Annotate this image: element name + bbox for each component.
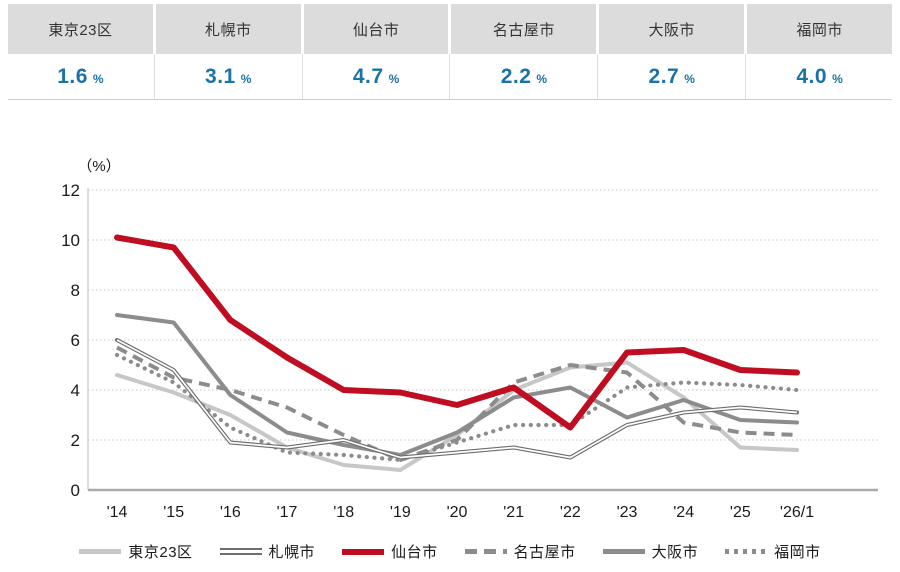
summary-city-label: 名古屋市 [451, 4, 597, 54]
summary-city-label: 東京23区 [8, 4, 153, 54]
legend-label: 福岡市 [774, 544, 821, 561]
legend-item: 仙台市 [342, 541, 438, 562]
x-tick-label: '20 [447, 504, 468, 521]
series-line-inner-札幌市 [116, 339, 798, 459]
series-line-大阪市 [115, 313, 799, 457]
summary-city-value: 1.6% [8, 54, 153, 99]
y-tick-label: 8 [71, 281, 80, 300]
summary-city-value: 2.7% [597, 54, 745, 99]
legend-swatch-solid-bold [342, 548, 385, 555]
legend-item: 名古屋市 [464, 541, 576, 562]
summary-city-value: 4.7% [301, 54, 449, 99]
series-line-名古屋市 [116, 345, 798, 462]
summary-city-label: 仙台市 [303, 4, 449, 54]
series-line-仙台市 [114, 234, 800, 431]
chart-legend: 東京23区 札幌市 仙台市 名古屋市 大阪市 福岡市 [0, 541, 900, 562]
y-tick-label: 12 [61, 181, 80, 200]
y-tick-label: 6 [71, 331, 80, 350]
trend-line-chart: 0 2 4 6 8 10 12 （%） '14 '15 '16 '17 '18 '19 '20 '21 '22 '… [61, 158, 878, 521]
legend-swatch-solid-light [79, 549, 122, 554]
series-line-東京23区 [115, 360, 799, 472]
summary-city-value: 4.0% [745, 54, 892, 99]
x-tick-label: '17 [277, 504, 298, 521]
x-tick-label: '14 [107, 504, 128, 521]
x-tick-label: '21 [503, 504, 524, 521]
summary-city-label: 大阪市 [599, 4, 745, 54]
series-line-福岡市 [114, 352, 800, 463]
legend-item: 福岡市 [725, 541, 821, 562]
summary-city-label: 福岡市 [747, 4, 892, 54]
legend-swatch-double [219, 548, 262, 555]
legend-swatch-dashed [464, 549, 507, 554]
x-tick-label: '22 [560, 504, 581, 521]
y-tick-label: 4 [71, 381, 80, 400]
legend-label: 東京23区 [128, 544, 193, 561]
summary-city-value: 2.2% [449, 54, 597, 99]
legend-item: 東京23区 [79, 541, 192, 562]
summary-city-label: 札幌市 [155, 4, 301, 54]
x-tick-label: '24 [673, 504, 694, 521]
x-tick-label: '16 [220, 504, 241, 521]
legend-item: 大阪市 [602, 541, 699, 562]
y-axis-unit-label: （%） [77, 158, 120, 175]
x-tick-label: '23 [617, 504, 638, 521]
x-tick-label: '19 [390, 504, 411, 521]
x-tick-label: '15 [163, 504, 184, 521]
legend-item: 札幌市 [219, 541, 316, 562]
y-tick-label: 2 [71, 431, 80, 450]
legend-label: 仙台市 [391, 544, 438, 561]
y-tick-label: 0 [71, 481, 80, 500]
legend-swatch-solid [602, 549, 645, 554]
x-tick-label: '26/1 [780, 504, 814, 521]
x-tick-label: '18 [333, 504, 354, 521]
x-tick-label: '25 [730, 504, 751, 521]
y-tick-label: 10 [61, 231, 80, 250]
summary-table: 東京23区 札幌市 仙台市 名古屋市 大阪市 福岡市 1.6% 3.1% 4.7% 2.2% 2.7… [8, 4, 892, 100]
summary-city-value: 3.1% [153, 54, 301, 99]
legend-swatch-dotted [725, 549, 768, 554]
legend-label: 名古屋市 [513, 544, 576, 561]
legend-label: 札幌市 [268, 544, 316, 561]
legend-label: 大阪市 [651, 544, 699, 561]
